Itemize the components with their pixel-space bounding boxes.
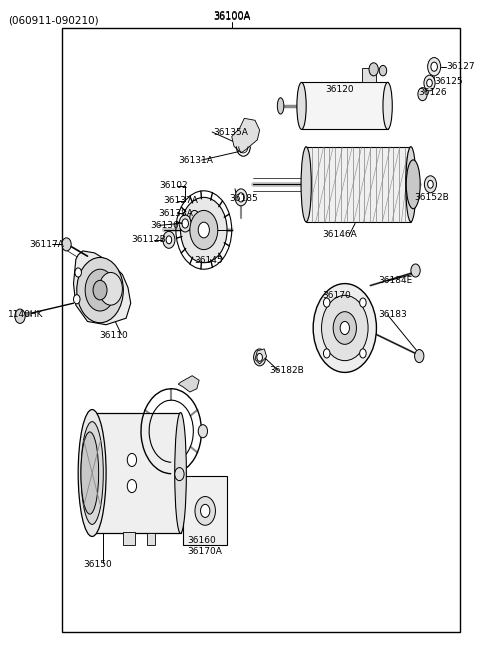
Circle shape: [415, 350, 424, 363]
Text: 36146A: 36146A: [323, 230, 357, 239]
Circle shape: [195, 497, 216, 525]
Circle shape: [62, 238, 71, 251]
Circle shape: [179, 215, 191, 232]
Circle shape: [257, 354, 263, 361]
Circle shape: [369, 63, 378, 76]
Circle shape: [190, 211, 199, 224]
Circle shape: [253, 349, 266, 366]
Bar: [147, 533, 156, 545]
Circle shape: [340, 321, 349, 335]
Bar: [183, 476, 227, 545]
Ellipse shape: [406, 147, 416, 222]
Text: 36100A: 36100A: [213, 12, 251, 22]
Circle shape: [85, 269, 115, 311]
Circle shape: [77, 257, 123, 323]
Ellipse shape: [78, 409, 106, 537]
Circle shape: [75, 268, 82, 277]
Circle shape: [198, 424, 207, 438]
Bar: [123, 532, 135, 545]
Text: 36183: 36183: [378, 310, 407, 319]
Text: 36185: 36185: [229, 194, 258, 203]
Text: 36112B: 36112B: [132, 236, 167, 244]
Text: 36152B: 36152B: [415, 193, 449, 202]
Ellipse shape: [81, 422, 103, 524]
Ellipse shape: [297, 83, 306, 129]
Circle shape: [201, 504, 210, 518]
Circle shape: [99, 272, 122, 305]
Circle shape: [166, 236, 172, 244]
Text: 36170: 36170: [323, 291, 351, 300]
Circle shape: [180, 197, 227, 262]
Bar: [62, 28, 460, 632]
Ellipse shape: [301, 147, 312, 222]
Circle shape: [73, 295, 80, 304]
Circle shape: [322, 295, 368, 361]
Circle shape: [190, 211, 218, 250]
Bar: [301, 83, 388, 129]
Circle shape: [428, 180, 433, 188]
Text: 36182B: 36182B: [269, 366, 304, 375]
Ellipse shape: [175, 413, 186, 533]
Text: 36137A: 36137A: [163, 196, 198, 205]
Circle shape: [379, 66, 387, 76]
Text: 1140HK: 1140HK: [8, 310, 44, 319]
Circle shape: [15, 309, 25, 323]
Ellipse shape: [277, 98, 284, 114]
Polygon shape: [255, 349, 266, 364]
Polygon shape: [73, 251, 131, 325]
Circle shape: [182, 219, 189, 228]
Text: 36150: 36150: [83, 560, 111, 569]
Circle shape: [333, 312, 357, 344]
Circle shape: [127, 480, 137, 493]
Text: 36131A: 36131A: [178, 155, 213, 165]
Text: 36160: 36160: [188, 536, 216, 544]
Text: 36138A: 36138A: [159, 209, 193, 218]
Bar: [362, 68, 376, 83]
Text: 36117A: 36117A: [29, 240, 64, 249]
Text: 36120: 36120: [325, 85, 353, 94]
Circle shape: [427, 79, 432, 87]
Text: 36100A: 36100A: [213, 11, 251, 21]
Circle shape: [360, 349, 366, 358]
Circle shape: [313, 283, 376, 373]
Circle shape: [93, 280, 107, 300]
Text: 36135A: 36135A: [213, 127, 248, 136]
Circle shape: [163, 232, 175, 249]
Text: 36170A: 36170A: [188, 547, 222, 556]
Circle shape: [424, 75, 435, 91]
Circle shape: [360, 298, 366, 307]
Circle shape: [198, 222, 209, 238]
Text: 36126: 36126: [418, 89, 446, 97]
Polygon shape: [178, 376, 199, 392]
Text: 36145: 36145: [194, 256, 223, 264]
Text: 36110: 36110: [99, 331, 128, 340]
Circle shape: [175, 468, 184, 481]
Circle shape: [424, 176, 436, 193]
Bar: [92, 413, 180, 533]
Circle shape: [324, 298, 330, 307]
Bar: [306, 147, 411, 222]
Text: 36125: 36125: [434, 77, 463, 85]
Circle shape: [324, 349, 330, 358]
Circle shape: [235, 189, 247, 206]
Polygon shape: [232, 118, 260, 153]
Text: (060911-090210): (060911-090210): [8, 16, 99, 26]
Circle shape: [411, 264, 420, 277]
Text: 36136: 36136: [150, 221, 179, 230]
Circle shape: [238, 193, 244, 202]
Text: 36127: 36127: [446, 62, 474, 72]
Circle shape: [428, 58, 441, 76]
Ellipse shape: [406, 160, 420, 209]
Circle shape: [418, 88, 427, 100]
Ellipse shape: [383, 83, 392, 129]
Text: 36102: 36102: [160, 181, 188, 190]
Text: 36184E: 36184E: [378, 276, 413, 285]
Circle shape: [127, 453, 137, 466]
Circle shape: [431, 62, 437, 72]
Ellipse shape: [81, 432, 99, 514]
